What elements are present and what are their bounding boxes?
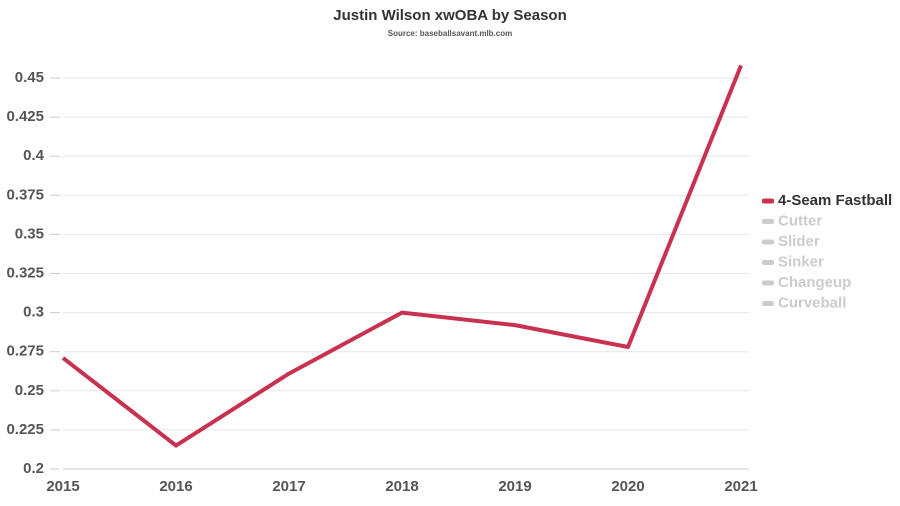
legend-swatch xyxy=(762,219,774,224)
legend-swatch xyxy=(762,301,774,306)
x-tick-label: 2016 xyxy=(159,478,192,495)
chart-subtitle: Source: baseballsavant.mlb.com xyxy=(388,29,513,38)
series-line xyxy=(61,64,743,448)
x-tick-label: 2017 xyxy=(272,478,305,495)
x-tick-label: 2021 xyxy=(724,478,757,495)
y-tick-label: 0.2 xyxy=(23,460,44,477)
legend-label: Cutter xyxy=(778,212,822,229)
y-tick-label: 0.45 xyxy=(15,69,44,86)
x-tick-label: 2015 xyxy=(46,478,79,495)
legend-swatch xyxy=(762,198,774,204)
x-tick-label: 2020 xyxy=(611,478,644,495)
legend-label: Slider xyxy=(778,233,820,250)
y-tick-label: 0.275 xyxy=(6,343,44,360)
y-tick-label: 0.375 xyxy=(6,186,44,203)
legend-swatch xyxy=(762,260,774,265)
y-tick-label: 0.4 xyxy=(23,147,45,164)
legend-label: Changeup xyxy=(778,274,851,291)
y-tick-label: 0.325 xyxy=(6,264,44,281)
x-tick-label: 2018 xyxy=(385,478,418,495)
chart-title: Justin Wilson xwOBA by Season xyxy=(333,7,567,24)
legend-label: Curveball xyxy=(778,294,846,311)
legend-swatch xyxy=(762,239,774,245)
y-tick-label: 0.425 xyxy=(6,108,44,125)
y-tick-label: 0.3 xyxy=(23,304,44,321)
y-tick-label: 0.25 xyxy=(15,382,44,399)
y-tick-label: 0.35 xyxy=(15,225,44,242)
legend-label: 4-Seam Fastball xyxy=(778,192,892,209)
legend-swatch xyxy=(762,280,774,286)
x-tick-label: 2019 xyxy=(498,478,531,495)
legend-label: Sinker xyxy=(778,253,824,270)
y-tick-label: 0.225 xyxy=(6,421,44,438)
